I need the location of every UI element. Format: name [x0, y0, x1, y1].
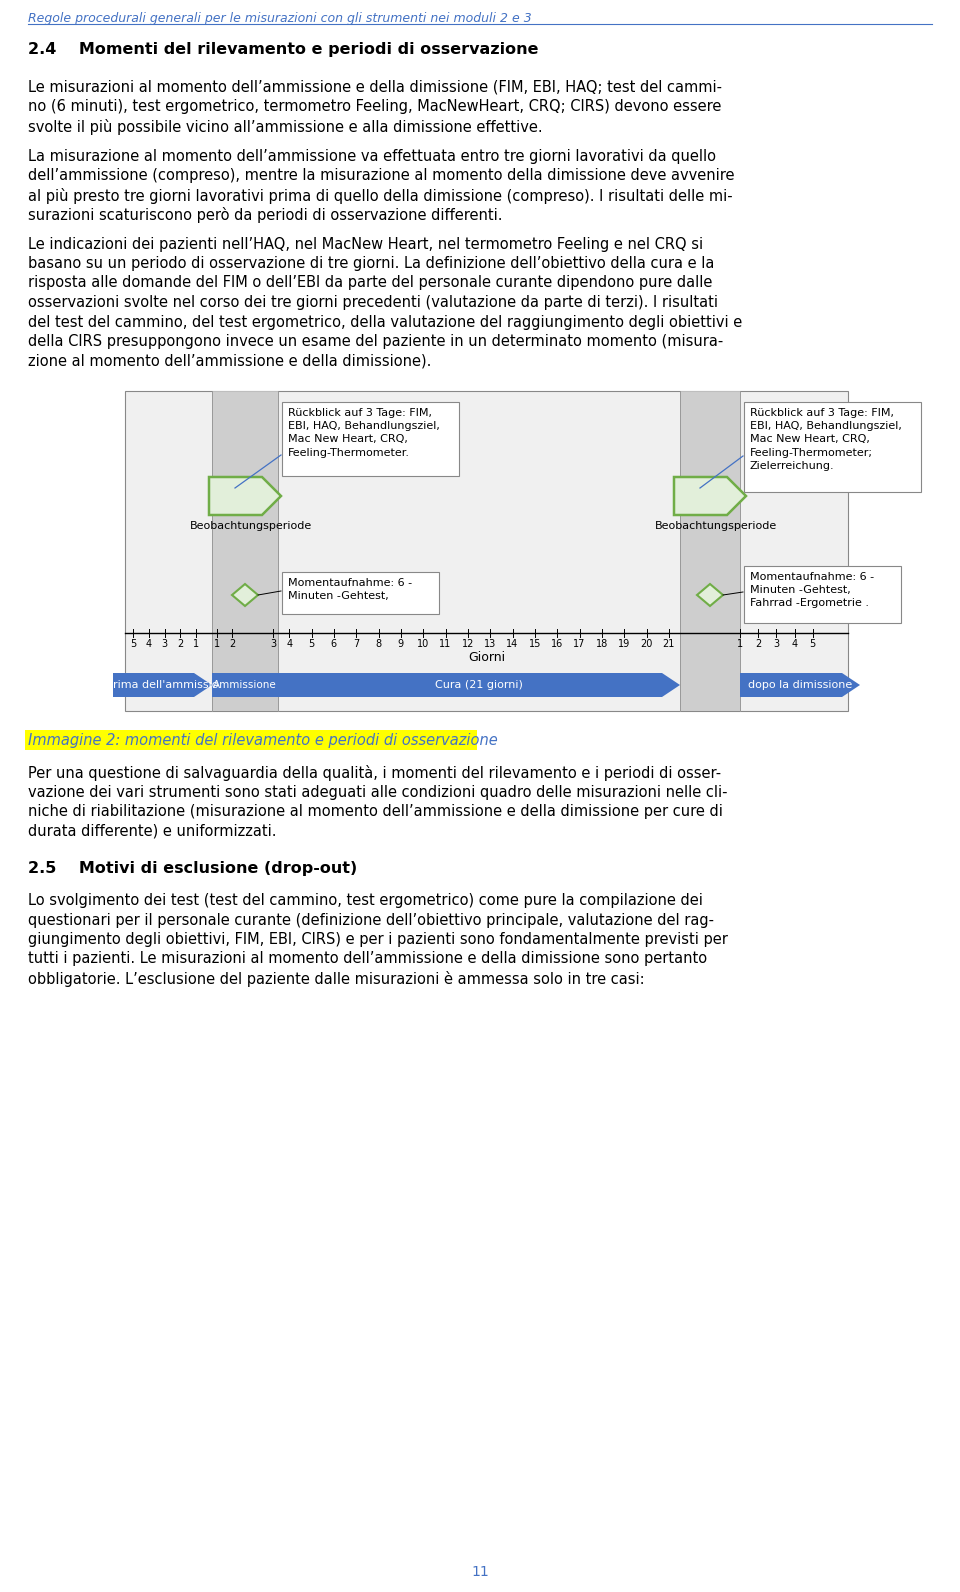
Text: durata differente) e uniformizzati.: durata differente) e uniformizzati. [28, 823, 276, 839]
Text: 20: 20 [640, 638, 653, 650]
Text: no (6 minuti), test ergometrico, termometro Feeling, MacNewHeart, CRQ; CIRS) dev: no (6 minuti), test ergometrico, termome… [28, 99, 721, 115]
Text: 21: 21 [662, 638, 675, 650]
Text: 6: 6 [331, 638, 337, 650]
Text: Ammissione: Ammissione [213, 680, 276, 689]
FancyBboxPatch shape [744, 403, 921, 492]
Text: obbligatorie. L’esclusione del paziente dalle misurazioni è ammessa solo in tre : obbligatorie. L’esclusione del paziente … [28, 971, 644, 987]
Text: vazione dei vari strumenti sono stati adeguati alle condizioni quadro delle misu: vazione dei vari strumenti sono stati ad… [28, 785, 728, 799]
Polygon shape [209, 478, 281, 514]
Text: 10: 10 [417, 638, 429, 650]
Text: 5: 5 [809, 638, 816, 650]
Text: risposta alle domande del FIM o dell’EBI da parte del personale curante dipendon: risposta alle domande del FIM o dell’EBI… [28, 275, 712, 290]
Text: 14: 14 [506, 638, 518, 650]
Text: Per una questione di salvaguardia della qualità, i momenti del rilevamento e i p: Per una questione di salvaguardia della … [28, 766, 721, 782]
Text: 1: 1 [737, 638, 743, 650]
Text: 17: 17 [573, 638, 586, 650]
Text: 3: 3 [774, 638, 780, 650]
Text: 4: 4 [146, 638, 152, 650]
Text: 11: 11 [440, 638, 451, 650]
Text: basano su un periodo di osservazione di tre giorni. La definizione dell’obiettiv: basano su un periodo di osservazione di … [28, 256, 714, 271]
Text: 2: 2 [228, 638, 235, 650]
Text: tutti i pazienti. Le misurazioni al momento dell’ammissione e della dimissione s: tutti i pazienti. Le misurazioni al mome… [28, 952, 708, 966]
Text: Rückblick auf 3 Tage: FIM,
EBI, HAQ, Behandlungsziel,
Mac New Heart, CRQ,
Feelin: Rückblick auf 3 Tage: FIM, EBI, HAQ, Beh… [750, 408, 901, 471]
Text: dopo la dimissione: dopo la dimissione [748, 680, 852, 689]
Text: Regole procedurali generali per le misurazioni con gli strumenti nei moduli 2 e : Regole procedurali generali per le misur… [28, 13, 532, 25]
Polygon shape [697, 584, 723, 607]
Text: svolte il più possibile vicino all’ammissione e alla dimissione effettive.: svolte il più possibile vicino all’ammis… [28, 119, 542, 135]
Text: 4: 4 [791, 638, 798, 650]
Text: Momentaufnahme: 6 -
Minuten -Gehtest,: Momentaufnahme: 6 - Minuten -Gehtest, [288, 578, 412, 602]
Text: 19: 19 [618, 638, 631, 650]
Text: 9: 9 [397, 638, 404, 650]
Text: Momentaufnahme: 6 -
Minuten -Gehtest,
Fahrrad -Ergometrie .: Momentaufnahme: 6 - Minuten -Gehtest, Fa… [750, 572, 875, 608]
Text: 3: 3 [270, 638, 276, 650]
Text: 8: 8 [375, 638, 381, 650]
Polygon shape [278, 673, 680, 697]
Text: 15: 15 [529, 638, 541, 650]
Text: Le misurazioni al momento dell’ammissione e della dimissione (FIM, EBI, HAQ; tes: Le misurazioni al momento dell’ammission… [28, 80, 722, 96]
FancyBboxPatch shape [25, 731, 477, 750]
Text: 4: 4 [286, 638, 292, 650]
Polygon shape [740, 673, 860, 697]
Bar [212, 673, 278, 697]
Text: 5: 5 [130, 638, 136, 650]
Text: zione al momento dell’ammissione e della dimissione).: zione al momento dell’ammissione e della… [28, 353, 431, 368]
Text: Giorni: Giorni [468, 651, 505, 664]
Polygon shape [113, 673, 212, 697]
Text: 1: 1 [214, 638, 220, 650]
Text: 1: 1 [193, 638, 200, 650]
Text: prima dell'ammissio: prima dell'ammissio [107, 680, 219, 689]
Text: Le indicazioni dei pazienti nell’HAQ, nel MacNew Heart, nel termometro Feeling e: Le indicazioni dei pazienti nell’HAQ, ne… [28, 237, 703, 252]
Text: 2.4    Momenti del rilevamento e periodi di osservazione: 2.4 Momenti del rilevamento e periodi di… [28, 41, 539, 57]
Text: 3: 3 [161, 638, 168, 650]
Text: 12: 12 [462, 638, 474, 650]
Text: 16: 16 [551, 638, 564, 650]
FancyBboxPatch shape [282, 403, 459, 476]
Text: La misurazione al momento dell’ammissione va effettuata entro tre giorni lavorat: La misurazione al momento dell’ammission… [28, 148, 716, 164]
Text: 18: 18 [596, 638, 608, 650]
Text: Cura (21 giorni): Cura (21 giorni) [435, 680, 523, 689]
Text: osservazioni svolte nel corso dei tre giorni precedenti (valutazione da parte di: osservazioni svolte nel corso dei tre gi… [28, 295, 718, 310]
Text: 2: 2 [178, 638, 183, 650]
Text: 2: 2 [756, 638, 761, 650]
Text: Beobachtungsperiode: Beobachtungsperiode [190, 521, 312, 532]
Text: 7: 7 [353, 638, 359, 650]
Polygon shape [232, 584, 258, 607]
Text: Lo svolgimento dei test (test del cammino, test ergometrico) come pure la compil: Lo svolgimento dei test (test del cammin… [28, 893, 703, 907]
Text: niche di riabilitazione (misurazione al momento dell’ammissione e della dimissio: niche di riabilitazione (misurazione al … [28, 804, 723, 818]
Text: 11: 11 [471, 1565, 489, 1579]
Text: della CIRS presuppongono invece un esame del paziente in un determinato momento : della CIRS presuppongono invece un esame… [28, 334, 723, 349]
Text: giungimento degli obiettivi, FIM, EBI, CIRS) e per i pazienti sono fondamentalme: giungimento degli obiettivi, FIM, EBI, C… [28, 931, 728, 947]
Text: surazioni scaturiscono però da periodi di osservazione differenti.: surazioni scaturiscono però da periodi d… [28, 207, 502, 223]
Text: al più presto tre giorni lavorativi prima di quello della dimissione (compreso).: al più presto tre giorni lavorativi prim… [28, 188, 732, 204]
Text: 5: 5 [308, 638, 315, 650]
Text: 13: 13 [484, 638, 496, 650]
Bar [212, 392, 278, 712]
Text: Rückblick auf 3 Tage: FIM,
EBI, HAQ, Behandlungsziel,
Mac New Heart, CRQ,
Feelin: Rückblick auf 3 Tage: FIM, EBI, HAQ, Beh… [288, 408, 440, 457]
Text: Beobachtungsperiode: Beobachtungsperiode [655, 521, 778, 532]
Text: dell’ammissione (compreso), mentre la misurazione al momento della dimissione de: dell’ammissione (compreso), mentre la mi… [28, 169, 734, 183]
FancyBboxPatch shape [282, 572, 439, 615]
FancyBboxPatch shape [744, 567, 901, 622]
FancyBboxPatch shape [125, 392, 848, 712]
Text: questionari per il personale curante (definizione dell’obiettivo principale, val: questionari per il personale curante (de… [28, 912, 714, 928]
Text: Immagine 2: momenti del rilevamento e periodi di osservazione: Immagine 2: momenti del rilevamento e pe… [28, 732, 497, 748]
Bar [680, 392, 740, 712]
Text: 2.5    Motivi di esclusione (drop-out): 2.5 Motivi di esclusione (drop-out) [28, 861, 357, 876]
Polygon shape [674, 478, 746, 514]
Text: del test del cammino, del test ergometrico, della valutazione del raggiungimento: del test del cammino, del test ergometri… [28, 315, 742, 330]
